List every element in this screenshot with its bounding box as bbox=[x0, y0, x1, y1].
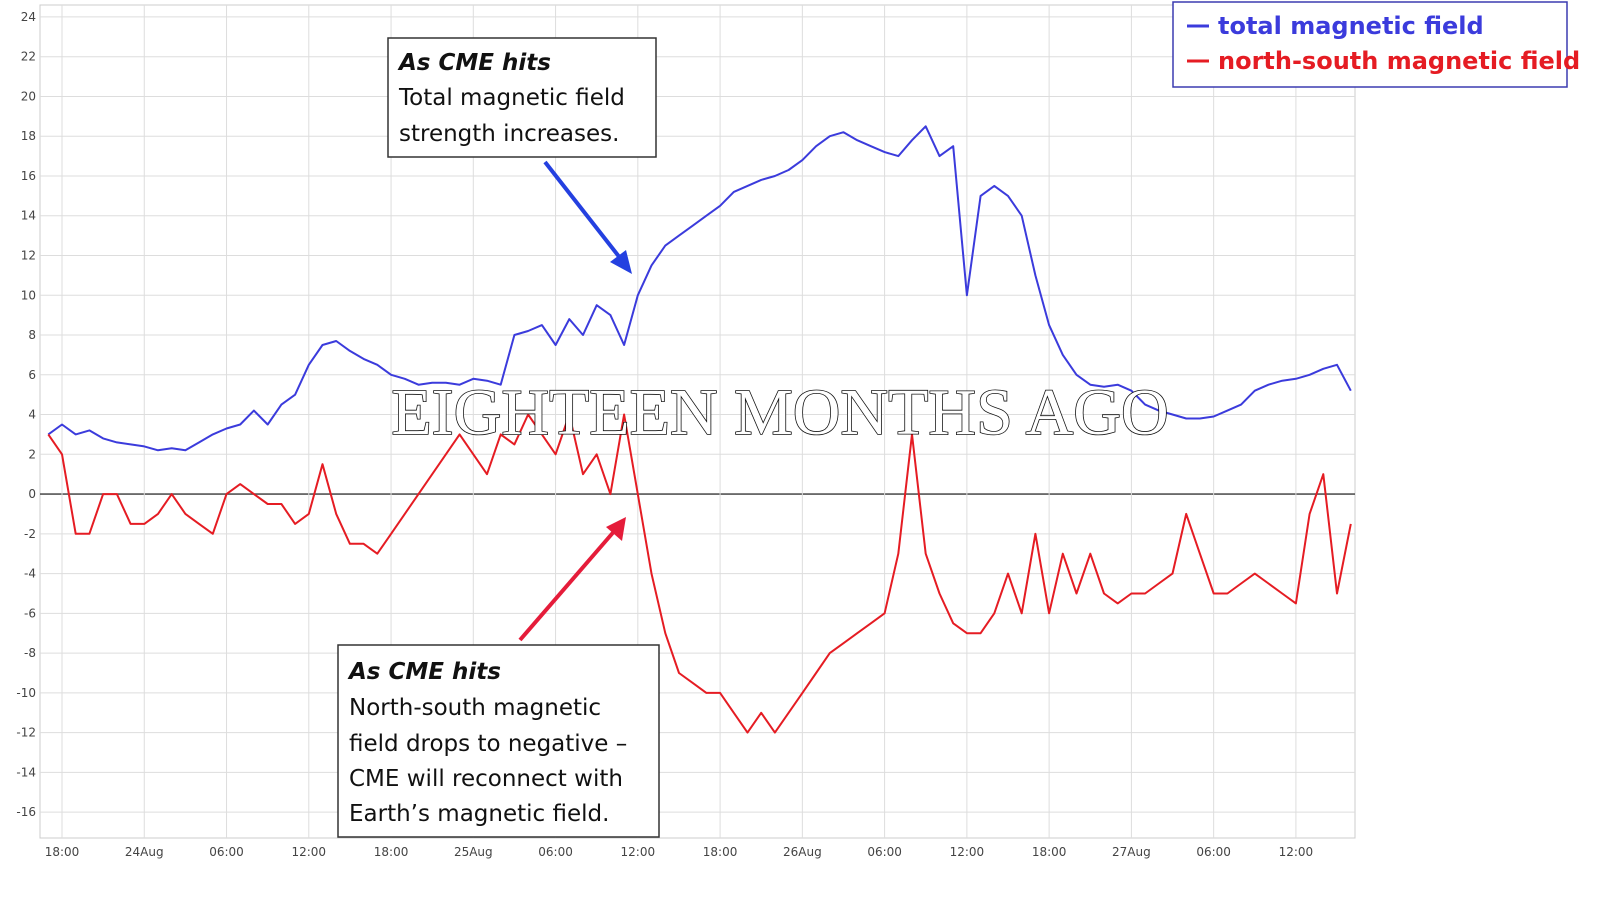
x-tick-label: 18:00 bbox=[374, 845, 409, 859]
overlay-text: EIGHTEEN MONTHS AGO bbox=[391, 376, 1168, 449]
annotation-title: As CME hits bbox=[347, 659, 501, 685]
y-tick-label: 16 bbox=[21, 169, 36, 183]
x-tick-label: 12:00 bbox=[291, 845, 326, 859]
x-tick-label: 06:00 bbox=[867, 845, 902, 859]
arrow-head bbox=[606, 517, 626, 541]
x-tick-label: 18:00 bbox=[45, 845, 80, 859]
y-tick-label: -10 bbox=[16, 686, 36, 700]
arrow bbox=[518, 526, 619, 642]
y-tick-label: 10 bbox=[21, 288, 36, 302]
y-tick-label: -4 bbox=[24, 567, 36, 581]
y-tick-label: 12 bbox=[21, 248, 36, 262]
x-tick-label: 24Aug bbox=[125, 845, 164, 859]
x-tick-label: 12:00 bbox=[950, 845, 985, 859]
legend-box bbox=[1172, 1, 1568, 88]
y-tick-label: -16 bbox=[16, 805, 36, 819]
annotation-box bbox=[387, 37, 657, 158]
legend: total magnetic field north-south magnetic… bbox=[1187, 12, 1580, 75]
series-line bbox=[47, 125, 1352, 452]
annotation-text: strength increases. bbox=[399, 121, 619, 147]
x-tick-label: 25Aug bbox=[454, 845, 493, 859]
legend-label: north-south magnetic field bbox=[1218, 47, 1580, 75]
y-tick-label: 8 bbox=[28, 328, 36, 342]
x-tick-label: 06:00 bbox=[209, 845, 244, 859]
annotation-box bbox=[337, 644, 660, 838]
y-tick-label: 24 bbox=[21, 10, 36, 24]
x-tick-label: 12:00 bbox=[1279, 845, 1314, 859]
x-tick-label: 26Aug bbox=[783, 845, 822, 859]
y-tick-label: 14 bbox=[21, 209, 36, 223]
annotation-text: Earth’s magnetic field. bbox=[349, 801, 609, 827]
y-tick-label: 4 bbox=[28, 408, 36, 422]
y-tick-label: -14 bbox=[16, 765, 36, 779]
x-tick-label: 27Aug bbox=[1112, 845, 1151, 859]
y-tick-label: -6 bbox=[24, 606, 36, 620]
annotation-text: field drops to negative – bbox=[349, 731, 627, 757]
arrow bbox=[543, 160, 626, 265]
x-tick-label: 18:00 bbox=[1032, 845, 1067, 859]
x-tick-label: 18:00 bbox=[703, 845, 738, 859]
annotation-text: North-south magnetic bbox=[349, 695, 601, 721]
annotation-text: CME will reconnect with bbox=[349, 766, 623, 792]
y-tick-label: -8 bbox=[24, 646, 36, 660]
legend-label: total magnetic field bbox=[1218, 12, 1484, 40]
y-tick-label: -2 bbox=[24, 527, 36, 541]
y-tick-label: -12 bbox=[16, 726, 36, 740]
y-tick-label: 20 bbox=[21, 89, 36, 103]
y-tick-label: 18 bbox=[21, 129, 36, 143]
y-tick-label: 2 bbox=[28, 447, 36, 461]
lines bbox=[47, 125, 1352, 734]
annotation-text: Total magnetic field bbox=[398, 85, 625, 111]
x-tick-label: 06:00 bbox=[538, 845, 573, 859]
annotation-title: As CME hits bbox=[397, 50, 551, 76]
annotations: As CME hits Total magnetic field strengt… bbox=[337, 37, 660, 838]
arrow-head bbox=[610, 250, 632, 274]
grid: -16-14-12-10-8-6-4-202468101214161820222… bbox=[16, 4, 1356, 859]
x-tick-label: 06:00 bbox=[1196, 845, 1231, 859]
plot-area bbox=[39, 4, 1356, 839]
x-tick-label: 12:00 bbox=[621, 845, 656, 859]
y-tick-label: 6 bbox=[28, 368, 36, 382]
y-tick-label: 0 bbox=[28, 487, 36, 501]
series-line bbox=[47, 413, 1352, 734]
y-tick-label: 22 bbox=[21, 50, 36, 64]
